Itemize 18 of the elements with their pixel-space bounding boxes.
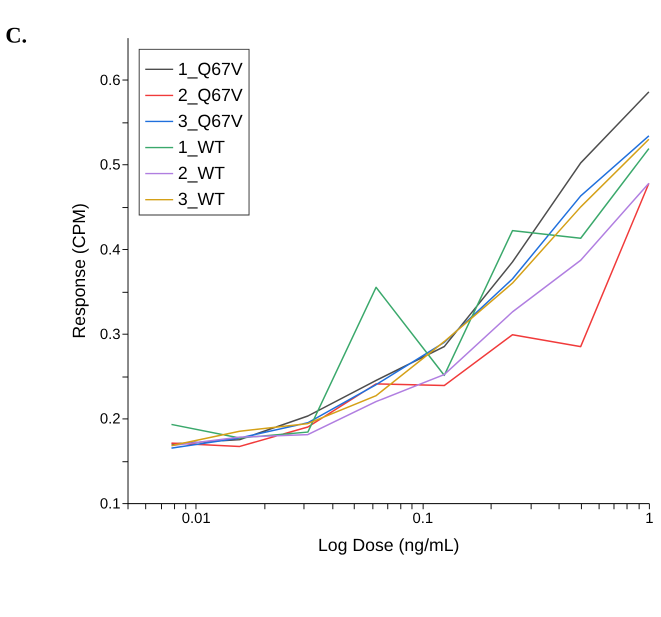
y-tick-label: 0.6 [100, 73, 121, 90]
y-tick-label: 0.3 [100, 327, 121, 344]
legend-label: 2_WT [178, 163, 226, 184]
y-tick-label: 0.4 [100, 242, 121, 258]
legend-label: 2_Q67V [178, 84, 243, 105]
y-tick-label: 0.2 [100, 412, 121, 428]
x-tick-label: 0.01 [182, 511, 211, 528]
chart-title: C. [5, 22, 28, 48]
x-tick-label: 1 [645, 511, 654, 528]
y-tick-label: 0.1 [100, 496, 121, 512]
y-axis-title: Response (CPM) [68, 203, 89, 339]
legend-label: 1_Q67V [178, 58, 243, 79]
legend-label: 1_WT [178, 137, 226, 158]
legend-label: 3_WT [178, 189, 226, 210]
x-tick-label: 0.1 [412, 511, 434, 528]
legend-label: 3_Q67V [178, 111, 243, 132]
y-tick-label: 0.5 [100, 158, 121, 174]
x-axis-title: Log Dose (ng/mL) [318, 535, 460, 556]
